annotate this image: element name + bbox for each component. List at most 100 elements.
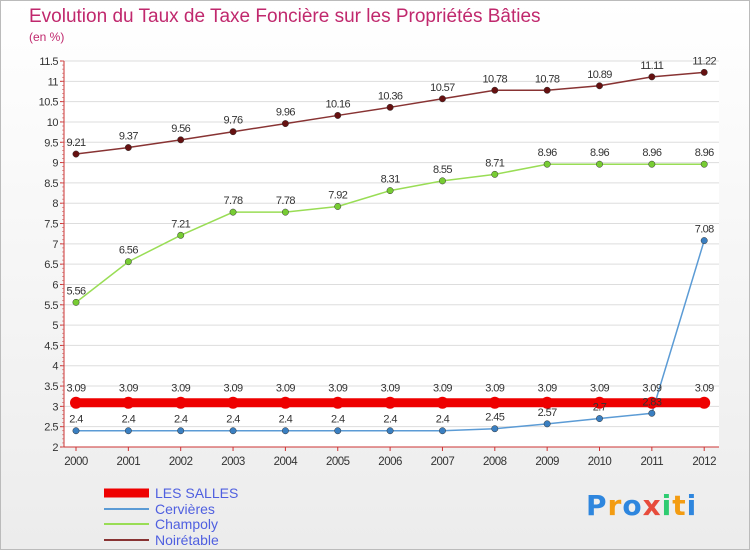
data-point bbox=[543, 160, 551, 168]
y-tick-label: 10.5 bbox=[39, 97, 59, 109]
y-tick-label: 4.5 bbox=[44, 340, 58, 352]
data-label: 3.09 bbox=[433, 383, 452, 395]
data-point bbox=[543, 86, 551, 94]
data-label: 3.09 bbox=[590, 383, 609, 395]
data-label: 2.4 bbox=[174, 414, 188, 426]
logo-letter: r bbox=[607, 489, 623, 522]
x-tick-label: 2011 bbox=[640, 456, 663, 468]
logo-letter: P bbox=[586, 489, 608, 522]
data-label: 8.31 bbox=[381, 174, 400, 186]
data-label: 9.76 bbox=[224, 115, 243, 127]
data-label: 2.4 bbox=[69, 414, 83, 426]
data-label: 10.16 bbox=[325, 98, 350, 110]
data-point bbox=[334, 203, 342, 210]
x-tick-label: 2003 bbox=[221, 456, 245, 468]
data-label: 8.96 bbox=[695, 147, 714, 159]
data-point bbox=[439, 177, 446, 185]
x-tick-label: 2000 bbox=[64, 456, 88, 468]
legend-label: Noirétable bbox=[155, 532, 219, 548]
data-label: 8.71 bbox=[485, 157, 504, 169]
y-tick-label: 10 bbox=[47, 117, 59, 129]
data-point bbox=[386, 103, 394, 111]
data-label: 7.78 bbox=[276, 195, 295, 207]
data-label: 8.96 bbox=[590, 147, 609, 159]
y-tick-label: 9 bbox=[52, 158, 58, 170]
data-point bbox=[331, 396, 344, 409]
data-label: 10.57 bbox=[430, 82, 455, 94]
data-label: 9.37 bbox=[119, 131, 138, 143]
y-tick-label: 5 bbox=[52, 320, 58, 332]
x-tick-label: 2008 bbox=[483, 456, 507, 468]
y-tick-label: 8 bbox=[52, 198, 58, 210]
data-point bbox=[596, 160, 603, 168]
data-point bbox=[386, 427, 394, 435]
data-label: 3.09 bbox=[66, 383, 85, 395]
data-point bbox=[174, 396, 187, 409]
data-point bbox=[281, 208, 289, 216]
data-label: 6.56 bbox=[119, 245, 138, 257]
data-point bbox=[124, 258, 132, 266]
data-label: 8.96 bbox=[538, 147, 557, 159]
data-label: 3.09 bbox=[381, 383, 400, 395]
data-point bbox=[596, 82, 603, 90]
x-tick-label: 2001 bbox=[117, 456, 141, 468]
data-label: 10.78 bbox=[483, 73, 508, 85]
y-tick-label: 3 bbox=[52, 401, 58, 413]
data-label: 10.89 bbox=[587, 69, 612, 81]
data-point bbox=[72, 150, 80, 158]
data-label: 3.09 bbox=[695, 383, 714, 395]
y-tick-label: 2 bbox=[52, 442, 58, 454]
data-label: 3.09 bbox=[328, 383, 347, 395]
plot-area bbox=[64, 61, 719, 447]
chart-subtitle: (en %) bbox=[29, 30, 65, 44]
y-tick-label: 5.5 bbox=[44, 300, 58, 312]
data-label: 2.4 bbox=[122, 414, 136, 426]
data-label: 8.96 bbox=[642, 147, 661, 159]
data-point bbox=[124, 144, 132, 151]
data-label: 2.4 bbox=[226, 414, 240, 426]
chart-title: Evolution du Taux de Taxe Foncière sur l… bbox=[29, 6, 541, 27]
data-label: 2.4 bbox=[436, 414, 450, 426]
data-point bbox=[700, 237, 708, 245]
y-tick-label: 11 bbox=[48, 76, 59, 88]
data-point bbox=[648, 409, 656, 417]
logo-letter: t bbox=[672, 489, 687, 522]
data-point bbox=[491, 86, 499, 94]
data-label: 3.09 bbox=[119, 383, 138, 395]
data-point bbox=[543, 420, 551, 428]
data-label: 2.4 bbox=[331, 414, 345, 426]
x-tick-label: 2004 bbox=[274, 456, 299, 468]
data-label: 2.83 bbox=[642, 396, 661, 408]
data-label: 9.21 bbox=[66, 137, 85, 149]
data-point bbox=[698, 396, 711, 409]
logo-letter: x bbox=[642, 489, 662, 522]
data-point bbox=[645, 396, 658, 409]
data-point bbox=[334, 427, 342, 435]
y-tick-label: 7.5 bbox=[44, 219, 58, 231]
x-tick-label: 2007 bbox=[431, 456, 455, 468]
legend-label: LES SALLES bbox=[155, 485, 238, 501]
x-tick-label: 2009 bbox=[535, 456, 559, 468]
data-point bbox=[439, 427, 446, 435]
data-label: 3.09 bbox=[171, 383, 190, 395]
data-label: 10.78 bbox=[535, 73, 560, 85]
y-tick-label: 9.5 bbox=[44, 137, 58, 149]
data-point bbox=[700, 68, 708, 76]
data-point bbox=[648, 73, 656, 81]
data-label: 7.08 bbox=[695, 224, 714, 236]
data-label: 11.11 bbox=[640, 60, 663, 72]
data-label: 2.45 bbox=[485, 412, 504, 424]
data-label: 2.4 bbox=[383, 414, 397, 426]
data-label: 5.56 bbox=[66, 285, 85, 297]
legend-label: Champoly bbox=[155, 516, 218, 532]
data-point bbox=[227, 396, 240, 409]
data-point bbox=[491, 425, 499, 433]
data-point bbox=[439, 95, 446, 103]
data-point bbox=[124, 427, 132, 435]
data-point bbox=[596, 415, 603, 423]
data-point bbox=[386, 187, 394, 195]
data-point bbox=[70, 396, 82, 409]
data-label: 3.09 bbox=[224, 383, 243, 395]
